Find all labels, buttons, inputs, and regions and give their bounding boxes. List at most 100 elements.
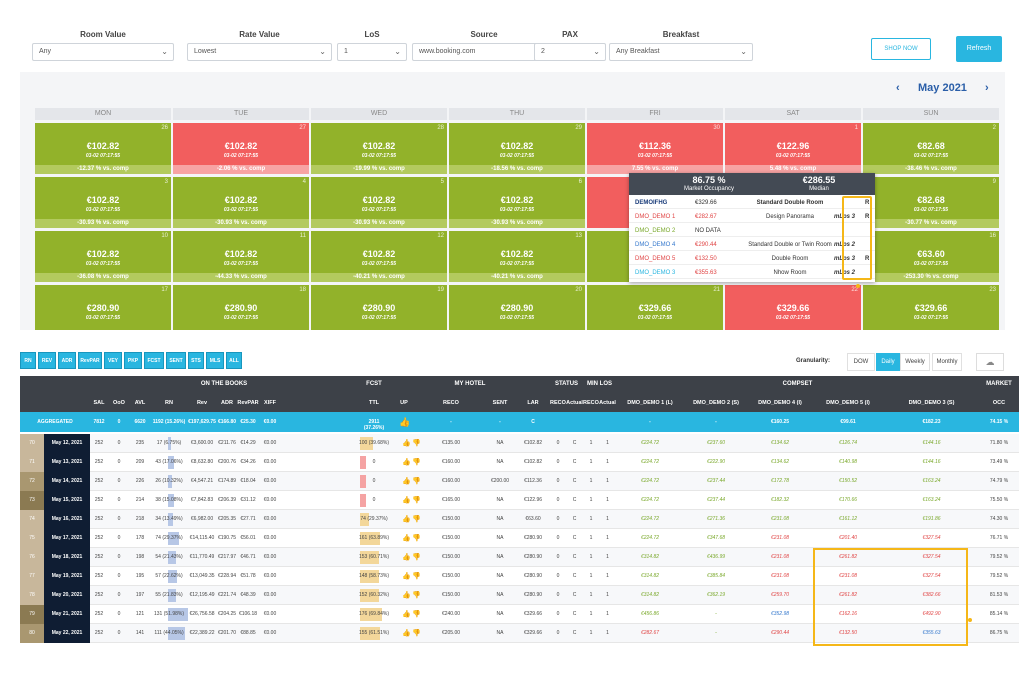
calendar-day-cell[interactable]: 6 €102.82 03-02 07:17:55 -30.93 % vs. comp: [449, 177, 585, 228]
cell-c1: €224.72: [640, 535, 660, 541]
filter-select-4[interactable]: 2 ⌄: [534, 43, 606, 61]
thumbs-down-icon[interactable]: 👎: [412, 478, 421, 485]
thumbs-up-icon[interactable]: 👍: [402, 478, 411, 485]
cell-c5: €126.74: [838, 440, 858, 446]
thumbs-up-icon[interactable]: 👍: [402, 611, 411, 618]
calendar-day-cell[interactable]: 17 €280.90 03-02 07:17:55: [35, 285, 171, 330]
calendar-day-cell[interactable]: 5 €102.82 03-02 07:17:55 -30.93 % vs. comp: [311, 177, 447, 228]
toolbar-btn-sent[interactable]: SENT: [166, 352, 186, 369]
cell-a2: 1: [606, 478, 609, 484]
download-cloud-icon[interactable]: ☁: [976, 353, 1004, 371]
column-header: DMO_DEMO 2 (S): [693, 400, 739, 406]
calendar-day-cell[interactable]: 28 €102.82 03-02 07:17:55 -19.99 % vs. comp: [311, 123, 447, 174]
thumbs-down-icon[interactable]: 👎: [412, 516, 421, 523]
thumbs-up-icon[interactable]: 👍: [402, 592, 411, 599]
toolbar-btn-sts[interactable]: STS: [188, 352, 204, 369]
thumbs-up-icon[interactable]: 👍: [402, 497, 411, 504]
row-date[interactable]: May 19, 2021: [44, 567, 90, 586]
calendar-day-cell[interactable]: 1 €122.96 03-02 07:17:55 5.48 % vs. comp: [725, 123, 861, 174]
filter-select-2[interactable]: 1 ⌄: [337, 43, 407, 61]
thumbs-down-icon[interactable]: 👎: [412, 554, 421, 561]
calendar-day-cell[interactable]: 16 €63.60 03-02 07:17:55 -253.30 % vs. comp: [863, 231, 999, 282]
cell-occ: 73.49 %: [989, 459, 1009, 465]
calendar-day-cell[interactable]: 23 €329.66 03-02 07:17:55: [863, 285, 999, 330]
cell-lar: €63.60: [525, 516, 541, 522]
thumbs-down-icon[interactable]: 👎: [412, 535, 421, 542]
thumbs-up-icon[interactable]: 👍: [402, 459, 411, 466]
filter-select-5[interactable]: Any Breakfast ⌄: [609, 43, 753, 61]
toolbar-btn-revpar[interactable]: RevPAR: [78, 352, 102, 369]
toolbar-btn-vey[interactable]: VEY: [104, 352, 122, 369]
highlight-box-compset: [813, 548, 968, 646]
cell-xf: €0.00: [263, 459, 277, 465]
calendar-day-cell[interactable]: 11 €102.82 03-02 07:17:55 -44.33 % vs. comp: [173, 231, 309, 282]
granularity-monthly[interactable]: Monthly: [932, 353, 962, 371]
thumbs-down-icon[interactable]: 👎: [412, 573, 421, 580]
day-price: €82.68: [917, 195, 945, 205]
filter-select-1[interactable]: Lowest ⌄: [187, 43, 332, 61]
toolbar-btn-pkp[interactable]: PKP: [124, 352, 142, 369]
calendar-day-cell[interactable]: 12 €102.82 03-02 07:17:55 -40.21 % vs. comp: [311, 231, 447, 282]
filter-select-0[interactable]: Any ⌄: [32, 43, 174, 61]
thumbs-up-icon[interactable]: 👍: [402, 630, 411, 637]
calendar-day-cell[interactable]: 10 €102.82 03-02 07:17:55 -36.08 % vs. comp: [35, 231, 171, 282]
calendar-day-cell[interactable]: 27 €102.82 03-02 07:17:55 -2.06 % vs. comp: [173, 123, 309, 174]
row-date[interactable]: May 16, 2021: [44, 510, 90, 529]
row-date[interactable]: May 17, 2021: [44, 529, 90, 548]
cell-reco: €205.00: [441, 630, 461, 636]
calendar-day-cell[interactable]: 2 €82.68 03-02 07:17:55 -38.46 % vs. comp: [863, 123, 999, 174]
toolbar-btn-mls[interactable]: MLS: [206, 352, 224, 369]
calendar-day-cell[interactable]: 18 €280.90 03-02 07:17:55: [173, 285, 309, 330]
cell-rn: 26 (10.32%): [155, 478, 183, 484]
toolbar-btn-adr[interactable]: ADR: [58, 352, 76, 369]
next-month-icon[interactable]: ›: [985, 82, 989, 94]
thumbs-down-icon[interactable]: 👎: [412, 497, 421, 504]
thumbs-up-icon[interactable]: 👍: [399, 417, 411, 427]
calendar-day-cell[interactable]: 13 €102.82 03-02 07:17:55 -40.21 % vs. comp: [449, 231, 585, 282]
prev-month-icon[interactable]: ‹: [896, 82, 900, 94]
refresh-button[interactable]: Refresh: [956, 36, 1002, 62]
calendar-day-cell[interactable]: 20 €280.90 03-02 07:17:55: [449, 285, 585, 330]
day-header-sat: SAT: [725, 108, 861, 120]
row-date[interactable]: May 12, 2021: [44, 434, 90, 453]
thumbs-down-icon[interactable]: 👎: [412, 630, 421, 637]
thumbs-down-icon[interactable]: 👎: [412, 592, 421, 599]
table-row: 75 May 17, 2021 252 0 178 74 (29.37%) €14,115.…: [20, 529, 1019, 548]
granularity-dow[interactable]: DOW: [847, 353, 875, 371]
calendar-day-cell[interactable]: 3 €102.82 03-02 07:17:55 -30.93 % vs. comp: [35, 177, 171, 228]
thumbs-up-icon[interactable]: 👍: [402, 535, 411, 542]
toolbar-btn-all[interactable]: ALL: [226, 352, 242, 369]
toolbar-btn-rn[interactable]: RN: [20, 352, 36, 369]
table-row: 73 May 15, 2021 252 0 214 38 (15.08%) €7,842.8…: [20, 491, 1019, 510]
day-timestamp: 03-02 07:17:55: [913, 315, 949, 321]
calendar-day-cell[interactable]: 22 €329.66 03-02 07:17:55: [725, 285, 861, 330]
calendar-day-cell[interactable]: 30 €112.36 03-02 07:17:55 7.55 % vs. comp: [587, 123, 723, 174]
toolbar-btn-rev[interactable]: REV: [38, 352, 56, 369]
row-date[interactable]: May 13, 2021: [44, 453, 90, 472]
thumbs-up-icon[interactable]: 👍: [402, 573, 411, 580]
calendar-day-cell[interactable]: 19 €280.90 03-02 07:17:55: [311, 285, 447, 330]
row-date[interactable]: May 21, 2021: [44, 605, 90, 624]
day-header-wed: WED: [311, 108, 447, 120]
toolbar-btn-fcst[interactable]: FCST: [144, 352, 164, 369]
granularity-daily[interactable]: Daily: [876, 353, 900, 371]
row-date[interactable]: May 18, 2021: [44, 548, 90, 567]
row-date[interactable]: May 22, 2021: [44, 624, 90, 643]
calendar-day-cell[interactable]: 9 €82.68 03-02 07:17:55 -30.77 % vs. comp: [863, 177, 999, 228]
shop-now-button[interactable]: SHOP NOW: [871, 38, 931, 60]
calendar-day-cell[interactable]: 4 €102.82 03-02 07:17:55 -30.93 % vs. comp: [173, 177, 309, 228]
calendar-day-cell[interactable]: 29 €102.82 03-02 07:17:55 -18.56 % vs. comp: [449, 123, 585, 174]
row-date[interactable]: May 15, 2021: [44, 491, 90, 510]
calendar-day-cell[interactable]: 21 €329.66 03-02 07:17:55: [587, 285, 723, 330]
thumbs-up-icon[interactable]: 👍: [402, 440, 411, 447]
thumbs-down-icon[interactable]: 👎: [412, 611, 421, 618]
thumbs-up-icon[interactable]: 👍: [402, 554, 411, 561]
thumbs-down-icon[interactable]: 👎: [412, 459, 421, 466]
granularity-weekly[interactable]: Weekly: [900, 353, 930, 371]
row-date[interactable]: May 20, 2021: [44, 586, 90, 605]
calendar-day-cell[interactable]: 26 €102.82 03-02 07:17:55 -12.37 % vs. comp: [35, 123, 171, 174]
thumbs-down-icon[interactable]: 👎: [412, 440, 421, 447]
cell-sent: NA: [496, 573, 504, 579]
thumbs-up-icon[interactable]: 👍: [402, 516, 411, 523]
row-date[interactable]: May 14, 2021: [44, 472, 90, 491]
